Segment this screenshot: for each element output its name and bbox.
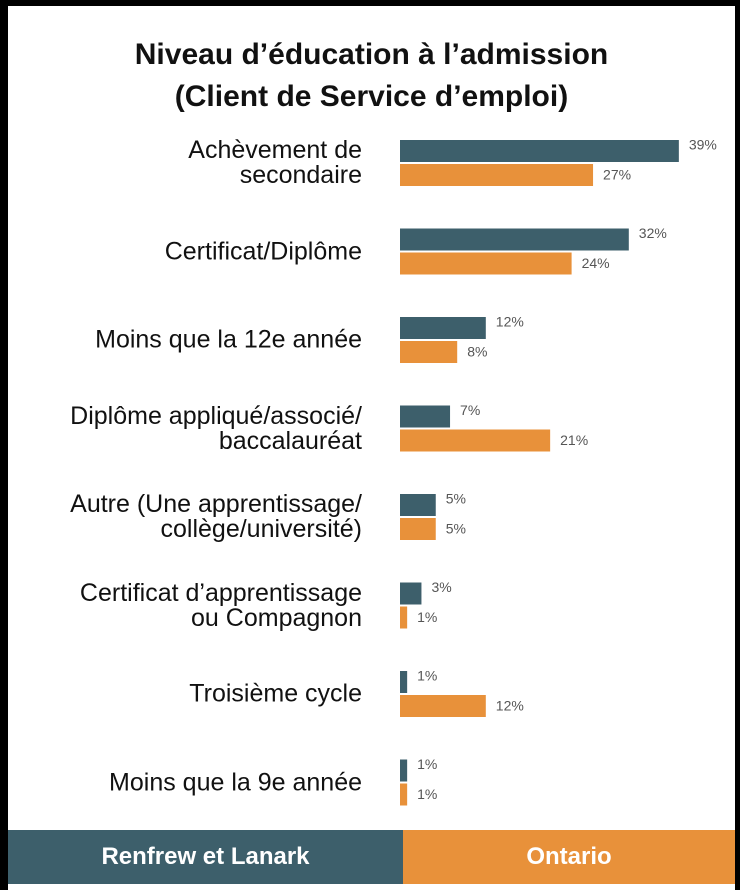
value-label: 24% xyxy=(582,255,610,271)
bar xyxy=(400,783,408,806)
value-label: 1% xyxy=(417,668,437,684)
category-label: Moins que la 9e année xyxy=(109,768,362,796)
value-label: 12% xyxy=(496,698,524,714)
value-label: 1% xyxy=(417,786,437,802)
value-label: 3% xyxy=(431,579,451,595)
bar xyxy=(400,341,458,363)
legend-item: Renfrew et Lanark xyxy=(8,830,403,884)
value-label: 8% xyxy=(467,344,487,360)
category-label: Moins que la 12e année xyxy=(95,325,362,354)
value-label: 1% xyxy=(417,609,437,625)
bar xyxy=(400,317,486,339)
bar xyxy=(400,405,451,428)
category-label: Certificat d’apprentissage ou Compagnon xyxy=(79,578,362,632)
value-label: 32% xyxy=(639,225,667,241)
category-label: Achèvement de secondaire xyxy=(188,136,362,189)
bar xyxy=(400,518,436,540)
bar xyxy=(400,606,408,629)
category-label: Troisième cycle xyxy=(189,679,362,708)
category-label: Diplôme appliqué/associé/ baccalauréat xyxy=(70,401,362,455)
bar xyxy=(400,140,679,162)
bar xyxy=(400,494,436,516)
category-label: Autre (Une apprentissage/ collège/univer… xyxy=(70,490,362,543)
category-label: Certificat/Diplôme xyxy=(164,237,362,265)
bar xyxy=(400,164,594,186)
bar xyxy=(400,429,551,452)
chart-title: Niveau d’éducation à l’admission (Client… xyxy=(134,38,609,113)
legend-item: Ontario xyxy=(403,830,735,884)
value-label: 39% xyxy=(689,137,717,153)
bar xyxy=(400,582,422,605)
bar xyxy=(400,228,629,251)
value-label: 27% xyxy=(603,167,631,183)
value-label: 12% xyxy=(496,314,524,330)
bar xyxy=(400,252,572,275)
value-label: 1% xyxy=(417,756,437,772)
bar xyxy=(400,671,408,693)
value-label: 5% xyxy=(446,491,466,507)
bar xyxy=(400,759,408,782)
bar xyxy=(400,695,486,717)
value-label: 7% xyxy=(460,402,480,418)
value-label: 5% xyxy=(446,521,466,537)
value-label: 21% xyxy=(560,432,588,448)
